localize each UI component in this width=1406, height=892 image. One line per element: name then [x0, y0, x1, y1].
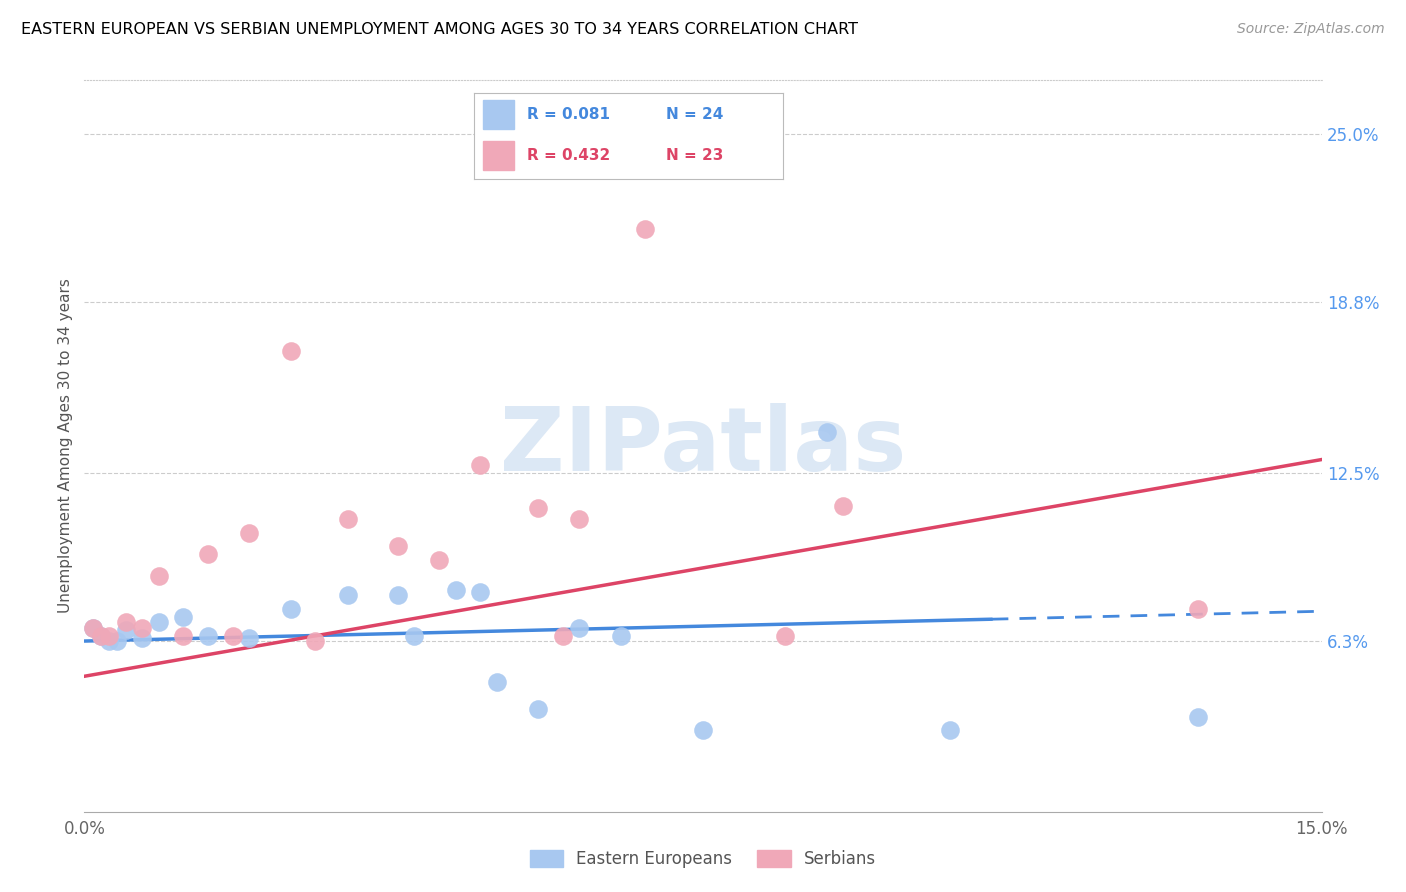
Point	[775, 629, 797, 643]
Point	[551, 629, 574, 643]
Point	[114, 624, 136, 638]
Point	[238, 525, 260, 540]
Point	[222, 629, 245, 643]
Point	[90, 629, 112, 643]
Point	[568, 512, 591, 526]
Legend: Eastern Europeans, Serbians: Eastern Europeans, Serbians	[523, 843, 883, 875]
Point	[527, 501, 550, 516]
Point	[939, 723, 962, 738]
Point	[131, 632, 153, 646]
Point	[337, 588, 360, 602]
Point	[404, 629, 426, 643]
Point	[1187, 601, 1209, 615]
Point	[197, 547, 219, 561]
Point	[238, 632, 260, 646]
Text: Source: ZipAtlas.com: Source: ZipAtlas.com	[1237, 22, 1385, 37]
Point	[815, 425, 838, 440]
Point	[444, 582, 467, 597]
Point	[527, 702, 550, 716]
Point	[82, 620, 104, 634]
Text: ZIPatlas: ZIPatlas	[501, 402, 905, 490]
Text: EASTERN EUROPEAN VS SERBIAN UNEMPLOYMENT AMONG AGES 30 TO 34 YEARS CORRELATION C: EASTERN EUROPEAN VS SERBIAN UNEMPLOYMENT…	[21, 22, 858, 37]
Point	[82, 620, 104, 634]
Point	[148, 569, 170, 583]
Point	[148, 615, 170, 629]
Point	[634, 222, 657, 236]
Point	[427, 553, 450, 567]
Point	[470, 458, 492, 472]
Point	[609, 629, 631, 643]
Point	[114, 615, 136, 629]
Point	[172, 629, 194, 643]
Point	[470, 585, 492, 599]
Point	[197, 629, 219, 643]
Point	[337, 512, 360, 526]
Point	[304, 634, 326, 648]
Point	[280, 344, 302, 359]
Point	[485, 674, 508, 689]
Point	[172, 609, 194, 624]
Point	[692, 723, 714, 738]
Point	[131, 620, 153, 634]
Point	[387, 539, 409, 553]
Point	[1187, 710, 1209, 724]
Point	[387, 588, 409, 602]
Y-axis label: Unemployment Among Ages 30 to 34 years: Unemployment Among Ages 30 to 34 years	[58, 278, 73, 614]
Point	[105, 634, 128, 648]
Point	[280, 601, 302, 615]
Point	[568, 620, 591, 634]
Point	[832, 499, 855, 513]
Point	[98, 634, 121, 648]
Point	[90, 629, 112, 643]
Point	[98, 629, 121, 643]
